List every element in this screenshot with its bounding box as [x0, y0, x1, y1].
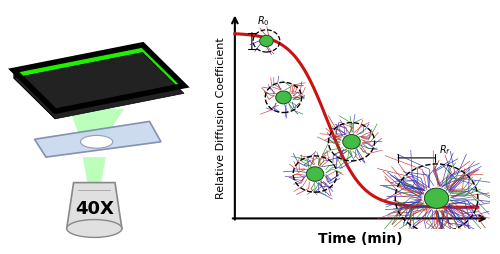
Text: $R_0$: $R_0$ [256, 14, 270, 28]
Polygon shape [66, 183, 122, 229]
Ellipse shape [80, 136, 112, 149]
Polygon shape [14, 71, 55, 119]
Y-axis label: Relative Diffusion Coefficient: Relative Diffusion Coefficient [216, 38, 226, 199]
Polygon shape [34, 122, 161, 157]
Text: $R_f$: $R_f$ [439, 142, 451, 156]
Text: 40X: 40X [75, 199, 114, 217]
Circle shape [276, 92, 291, 104]
Circle shape [306, 167, 324, 182]
X-axis label: Time (min): Time (min) [318, 231, 402, 245]
Polygon shape [14, 53, 184, 119]
Polygon shape [69, 109, 124, 145]
Circle shape [260, 36, 274, 47]
Circle shape [424, 188, 448, 209]
Circle shape [342, 135, 360, 149]
Ellipse shape [66, 220, 122, 237]
Polygon shape [14, 46, 184, 112]
Polygon shape [83, 157, 106, 183]
